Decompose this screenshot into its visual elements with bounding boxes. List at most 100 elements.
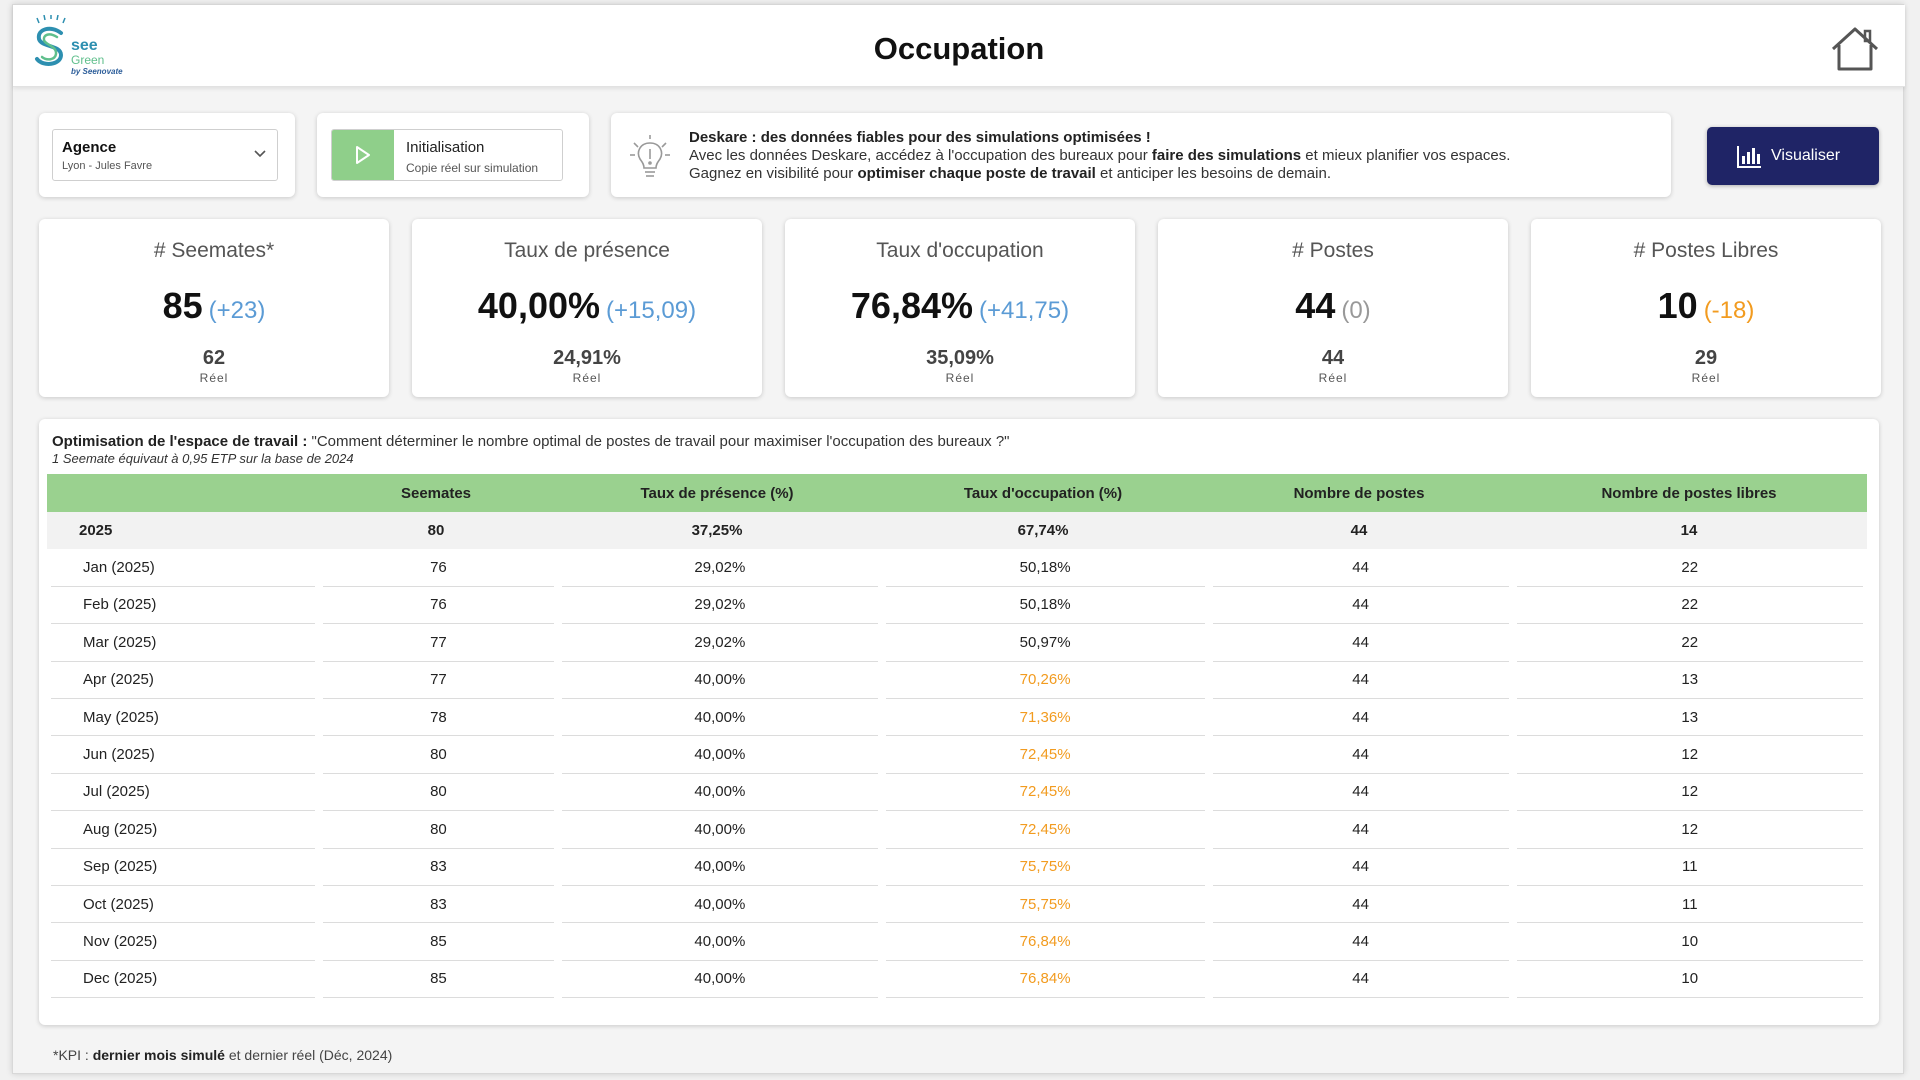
- table-cell: Feb (2025): [51, 587, 315, 625]
- table-cell: 80: [427, 522, 445, 540]
- table-row[interactable]: May (2025) 78 40,00% 71,36% 44 13: [47, 699, 1867, 737]
- table-cell: 44: [1212, 849, 1509, 886]
- table-cell: May (2025): [51, 699, 315, 737]
- play-icon: [356, 146, 370, 164]
- initialisation-title: Initialisation: [406, 139, 485, 156]
- table-header-row: Seemates Taux de présence (%) Taux d'occ…: [47, 474, 1867, 512]
- table-row[interactable]: Feb (2025) 76 29,02% 50,18% 44 22: [47, 587, 1867, 625]
- info-headline: Deskare : des données fiables pour des s…: [689, 129, 1151, 146]
- column-header[interactable]: Nombre de postes libres: [1601, 484, 1777, 502]
- table-cell: 75,75%: [885, 886, 1205, 924]
- table-cell: 22: [1516, 587, 1863, 625]
- table-cell: 12: [1516, 736, 1863, 774]
- kpi-real-value: 35,09%: [926, 347, 994, 369]
- info-line3-c: et anticiper les besoins de demain.: [1095, 165, 1331, 182]
- table-cell: 44: [1212, 699, 1509, 737]
- visualize-button[interactable]: Visualiser: [1707, 127, 1879, 185]
- table-cell: 29,02%: [562, 587, 878, 625]
- agency-card: Agence Lyon - Jules Favre: [39, 113, 295, 197]
- header: see Green by Seenovate Occupation: [13, 5, 1905, 87]
- kpi-title: Taux d'occupation: [876, 239, 1044, 262]
- table-cell: Sep (2025): [51, 849, 315, 886]
- table-cell: 40,00%: [562, 811, 878, 849]
- table-cell: 22: [1516, 624, 1863, 662]
- kpi-real-label: Réel: [199, 371, 229, 385]
- kpi-real-label: Réel: [1318, 371, 1348, 385]
- table-row[interactable]: Jun (2025) 80 40,00% 72,45% 44 12: [47, 736, 1867, 774]
- table-cell: 44: [1212, 587, 1509, 625]
- column-header[interactable]: Nombre de postes: [1293, 484, 1425, 502]
- table-cell: 29,02%: [562, 549, 878, 587]
- kpi-delta: (+15,09): [606, 297, 697, 324]
- table-row[interactable]: Jul (2025) 80 40,00% 72,45% 44 12: [47, 774, 1867, 812]
- kpi-value: 40,00%: [477, 285, 601, 326]
- table-row[interactable]: Oct (2025) 83 40,00% 75,75% 44 11: [47, 886, 1867, 924]
- kpi-card-postes-libres: # Postes Libres 10 (-18) 29 Réel: [1531, 219, 1881, 397]
- column-header[interactable]: [47, 474, 317, 512]
- table-row[interactable]: Dec (2025) 85 40,00% 76,84% 44 10: [47, 961, 1867, 999]
- kpi-title: # Postes Libres: [1633, 239, 1779, 262]
- table-cell: 71,36%: [885, 699, 1205, 737]
- table-cell: Oct (2025): [51, 886, 315, 924]
- table-cell: 76,84%: [885, 961, 1205, 999]
- kpi-value: 10: [1657, 285, 1698, 326]
- table-cell: 72,45%: [885, 736, 1205, 774]
- table-row[interactable]: Jan (2025) 76 29,02% 50,18% 44 22: [47, 549, 1867, 587]
- initialisation-button[interactable]: Initialisation Copie réel sur simulation: [331, 129, 563, 181]
- table-cell: 72,45%: [885, 774, 1205, 812]
- kpi-real-value: 24,91%: [553, 347, 621, 369]
- table-row[interactable]: Nov (2025) 85 40,00% 76,84% 44 10: [47, 923, 1867, 961]
- info-text: Deskare : des données fiables pour des s…: [689, 129, 1510, 183]
- logo-see-text: see: [71, 37, 98, 54]
- table-cell: Jun (2025): [51, 736, 315, 774]
- column-header[interactable]: Seemates: [400, 484, 472, 502]
- table-cell: Dec (2025): [51, 961, 315, 999]
- table-row[interactable]: Mar (2025) 77 29,02% 50,97% 44 22: [47, 624, 1867, 662]
- table-cell: 11: [1516, 886, 1863, 924]
- table-cell: 50,18%: [885, 549, 1205, 587]
- table-cell: 22: [1516, 549, 1863, 587]
- table-cell: 44: [1212, 961, 1509, 999]
- kpi-title: # Seemates*: [153, 239, 275, 262]
- table-cell: 75,75%: [885, 849, 1205, 886]
- table-cell: 29,02%: [562, 624, 878, 662]
- column-header[interactable]: Taux de présence (%): [640, 484, 794, 502]
- kpi-delta: (0): [1341, 297, 1371, 324]
- table-row[interactable]: Sep (2025) 83 40,00% 75,75% 44 11: [47, 849, 1867, 886]
- table-cell: 12: [1516, 811, 1863, 849]
- info-line3-b: optimiser chaque poste de travail: [857, 165, 1096, 182]
- seegreen-logo[interactable]: see Green by Seenovate: [31, 14, 151, 79]
- kpi-real-value: 62: [202, 347, 226, 369]
- visualize-card: Visualiser: [1693, 113, 1879, 197]
- home-icon[interactable]: [1829, 25, 1881, 73]
- logo-green-text: Green: [71, 53, 105, 67]
- play-box: [332, 130, 394, 180]
- table-cell: 70,26%: [885, 662, 1205, 699]
- table-row[interactable]: Aug (2025) 80 40,00% 72,45% 44 12: [47, 811, 1867, 849]
- initialisation-subtitle: Copie réel sur simulation: [406, 161, 539, 175]
- table-title: Optimisation de l'espace de travail : "C…: [52, 433, 1010, 450]
- table-cell: 40,00%: [562, 961, 878, 999]
- footer-prefix: *KPI :: [53, 1047, 93, 1063]
- table-cell: 83: [322, 886, 555, 924]
- column-header[interactable]: Taux d'occupation (%): [963, 484, 1123, 502]
- lightbulb-icon: [630, 135, 670, 177]
- table-cell: 44: [1212, 736, 1509, 774]
- table-cell: 40,00%: [562, 736, 878, 774]
- table-cell: 85: [322, 961, 555, 999]
- table-cell: 72,45%: [885, 811, 1205, 849]
- kpi-value: 85: [162, 285, 203, 326]
- table-cell: 44: [1212, 549, 1509, 587]
- agency-select[interactable]: Agence Lyon - Jules Favre: [52, 129, 278, 181]
- table-cell: Nov (2025): [51, 923, 315, 961]
- table-cell: 40,00%: [562, 662, 878, 699]
- table-row[interactable]: Apr (2025) 77 40,00% 70,26% 44 13: [47, 662, 1867, 699]
- optimisation-table-card: Optimisation de l'espace de travail : "C…: [39, 419, 1879, 1025]
- table-cell: 83: [322, 849, 555, 886]
- year-total-row[interactable]: 2025 80 37,25% 67,74% 44 14: [47, 512, 1867, 550]
- table-cell: 80: [322, 736, 555, 774]
- table-cell: 44: [1212, 886, 1509, 924]
- info-line3-a: Gagnez en visibilité pour: [689, 165, 858, 182]
- table-cell: 78: [322, 699, 555, 737]
- page-title: Occupation: [873, 31, 1045, 66]
